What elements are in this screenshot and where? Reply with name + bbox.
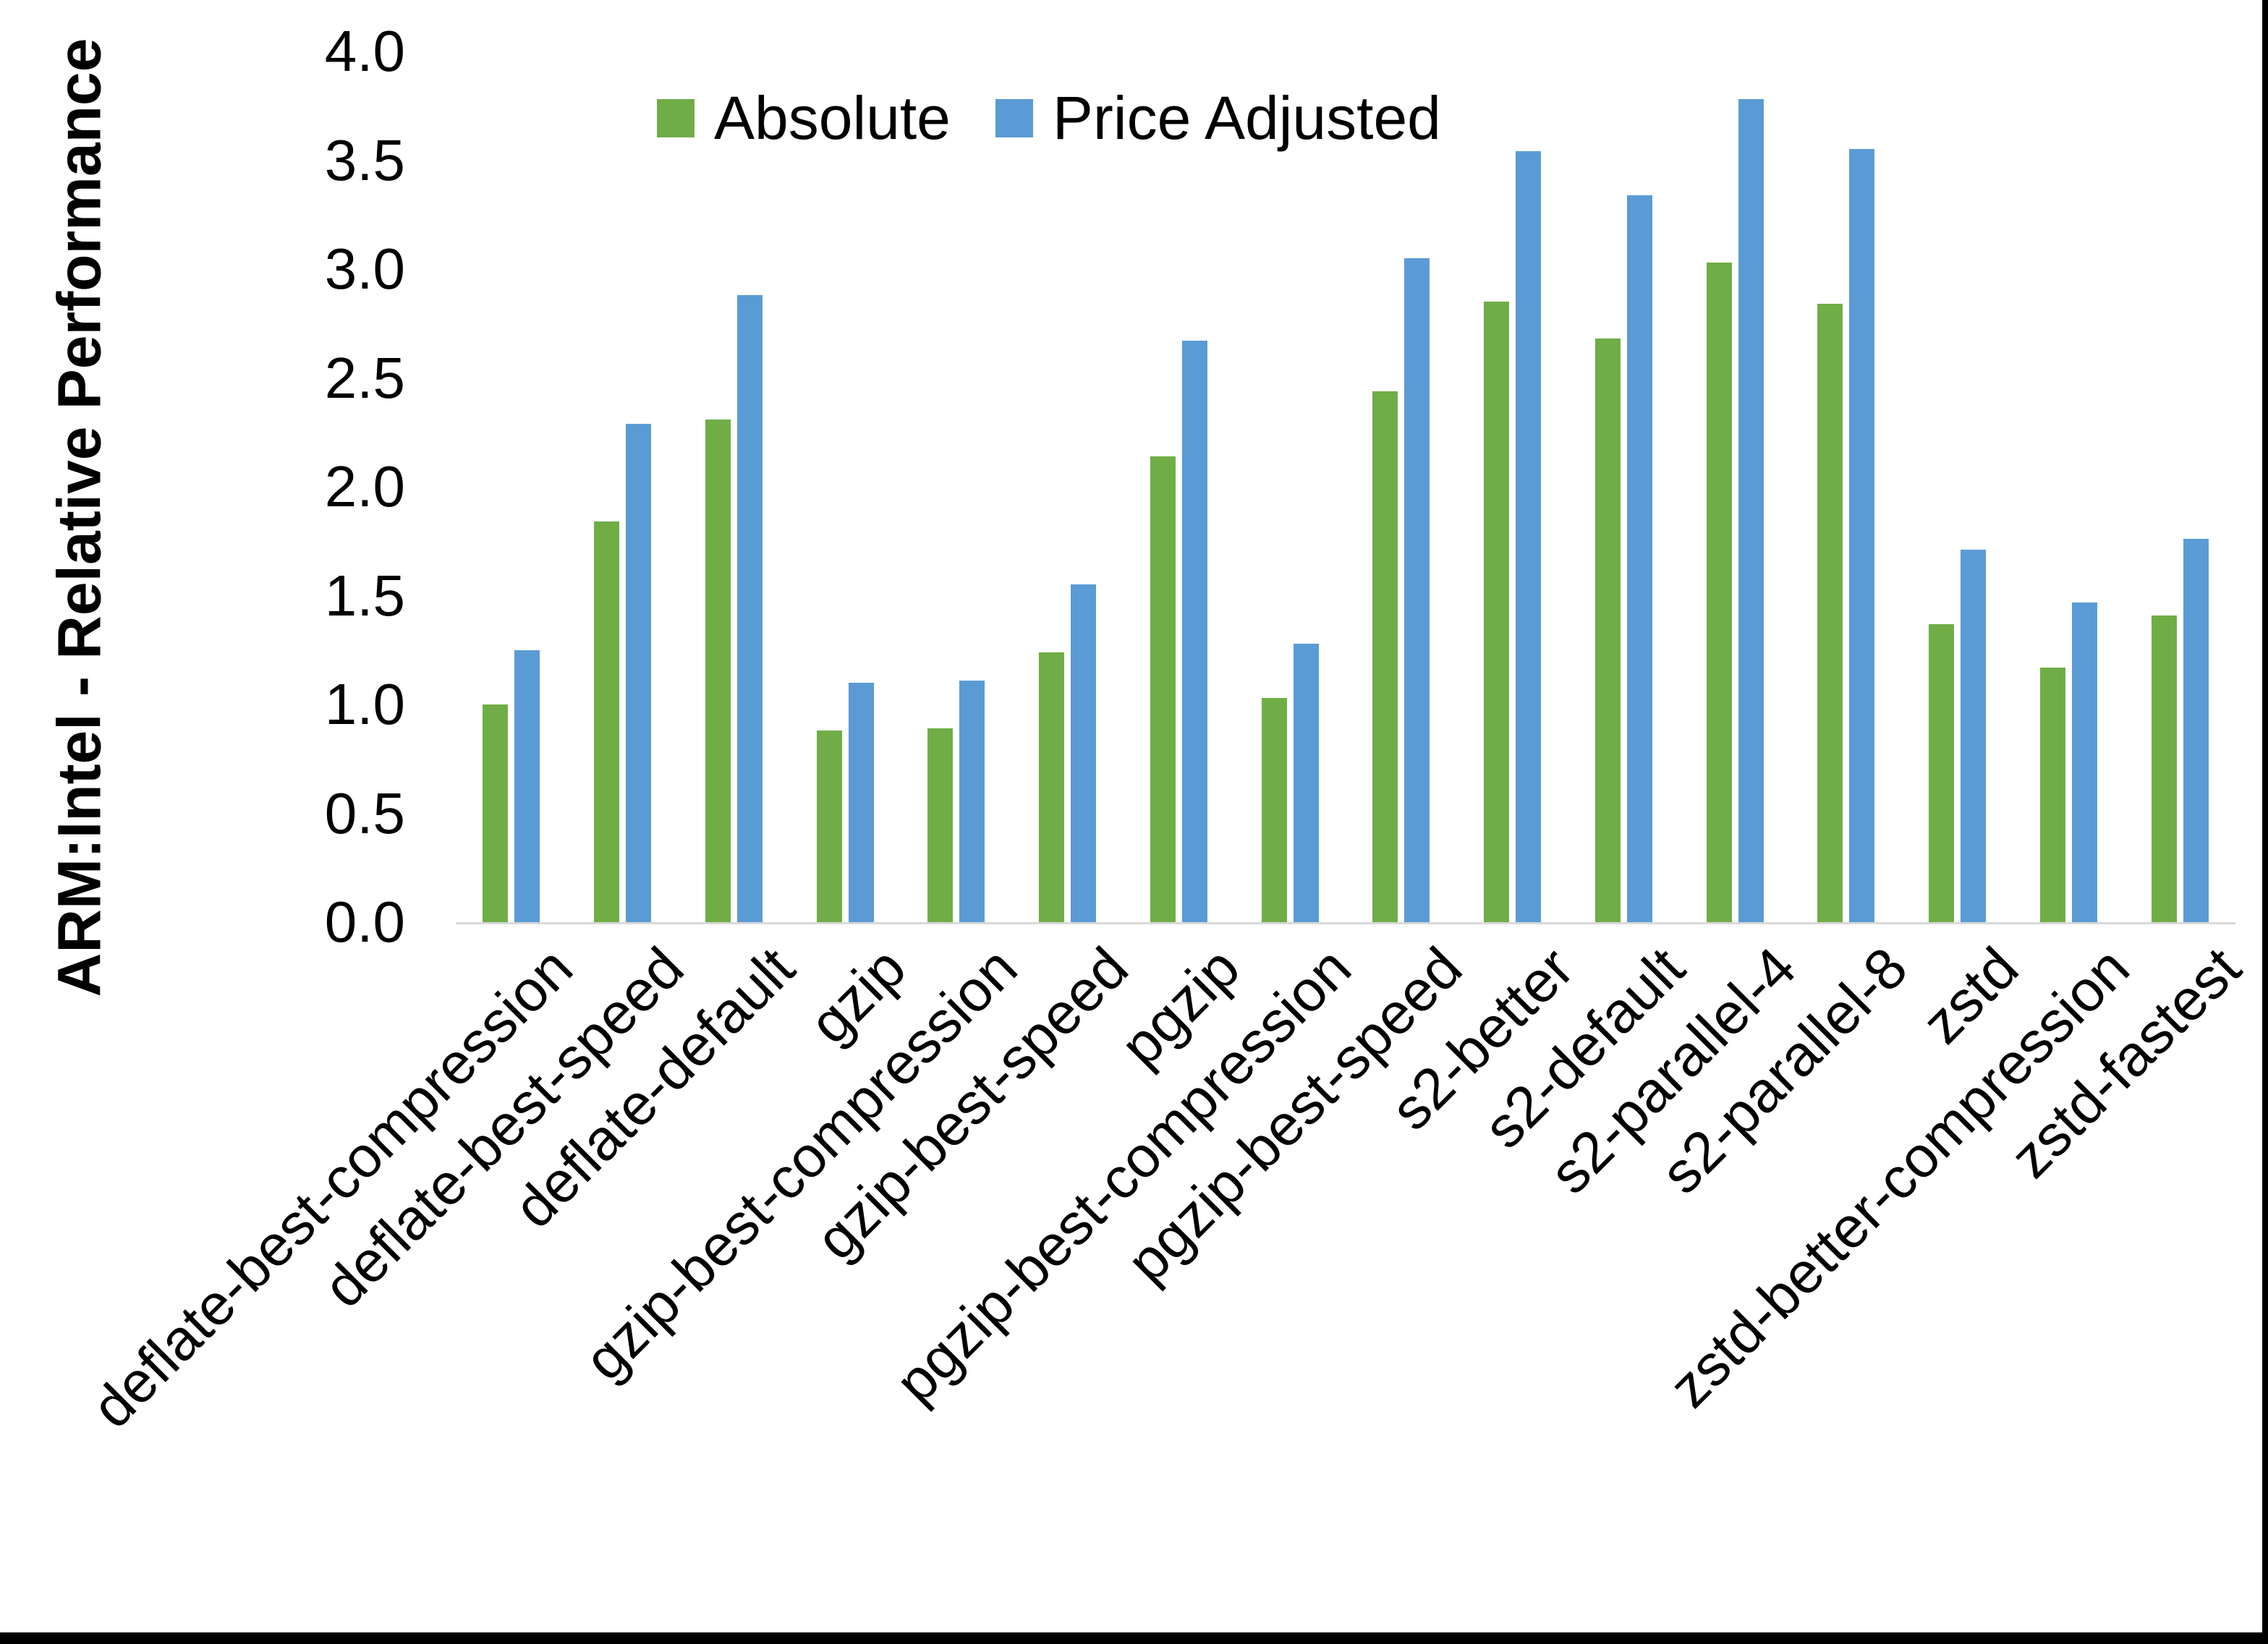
bar-absolute-deflate-best-speed [594, 521, 620, 922]
category-deflate-default [679, 51, 790, 922]
bar-price-adjusted-gzip-best-speed [1071, 584, 1097, 922]
bar-price-adjusted-zstd [1961, 550, 1987, 922]
bar-price-adjusted-deflate-best-speed [626, 423, 652, 922]
bar-absolute-pgzip-best-speed [1372, 391, 1398, 922]
bar-absolute-zstd-better-compression [2039, 667, 2065, 922]
bar-absolute-zstd [1929, 623, 1955, 922]
legend-label: Price Adjusted [1052, 84, 1441, 152]
legend-label: Absolute [714, 84, 951, 152]
legend-item-price-adjusted: Price Adjusted [995, 85, 1441, 150]
category-pgzip-best-compression [1234, 51, 1346, 922]
category-s2-better [1457, 51, 1568, 922]
bar-price-adjusted-zstd-fastest [2183, 539, 2209, 922]
y-axis-title: ARM:Intel - Relative Performance [45, 38, 114, 997]
bar-price-adjusted-s2-better [1516, 151, 1542, 922]
bar-price-adjusted-pgzip [1181, 341, 1207, 922]
category-pgzip-best-speed [1346, 51, 1457, 922]
bar-absolute-gzip-best-compression [927, 728, 954, 922]
bar-absolute-s2-default [1594, 338, 1621, 922]
bar-absolute-zstd-fastest [2151, 615, 2177, 922]
category-zstd [1902, 51, 2013, 922]
bar-absolute-pgzip-best-compression [1261, 697, 1287, 922]
category-gzip-best-compression [901, 51, 1012, 922]
category-gzip [789, 51, 901, 922]
category-deflate-best-speed [567, 51, 679, 922]
y-tick-label: 3.0 [324, 237, 405, 301]
y-tick-label: 0.0 [324, 890, 405, 954]
category-s2-default [1568, 51, 1680, 922]
legend-swatch-icon [657, 98, 695, 137]
bar-absolute-s2-better [1484, 302, 1510, 922]
bar-price-adjusted-s2-default [1626, 195, 1652, 922]
y-tick-label: 3.5 [324, 127, 405, 192]
screenshot-border-bottom [0, 1632, 2268, 1644]
bar-price-adjusted-gzip-best-compression [959, 680, 985, 922]
bar-absolute-gzip-best-speed [1039, 652, 1065, 922]
bar-absolute-s2-parallel-8 [1817, 304, 1843, 922]
bar-absolute-deflate-best-compression [483, 704, 509, 922]
legend-swatch-icon [995, 98, 1033, 137]
category-deflate-best-compression [456, 51, 567, 922]
bar-price-adjusted-deflate-best-compression [514, 649, 540, 922]
y-tick-label: 4.0 [324, 19, 405, 83]
bar-absolute-gzip [816, 731, 842, 922]
legend: Absolute Price Adjusted [657, 85, 1441, 150]
bar-price-adjusted-pgzip-best-speed [1404, 257, 1430, 922]
bar-price-adjusted-gzip [848, 682, 874, 922]
bar-absolute-pgzip [1150, 456, 1176, 922]
bar-price-adjusted-s2-parallel-8 [1849, 149, 1875, 922]
category-s2-parallel-8 [1791, 51, 1902, 922]
y-tick-label: 0.5 [324, 780, 405, 846]
bar-price-adjusted-zstd-better-compression [2071, 602, 2097, 922]
y-tick-label: 2.5 [324, 345, 405, 410]
category-zstd-better-compression [2013, 51, 2125, 922]
bar-price-adjusted-pgzip-best-compression [1293, 643, 1319, 922]
category-s2-parallel-4 [1679, 51, 1791, 922]
category-pgzip [1124, 51, 1235, 922]
legend-item-absolute: Absolute [657, 85, 951, 150]
y-tick-label: 2.0 [324, 454, 405, 519]
category-zstd-fastest [2124, 51, 2235, 922]
y-tick-label: 1.0 [324, 672, 405, 736]
y-axis-title-wrap: ARM:Intel - Relative Performance [22, 0, 137, 1034]
bar-price-adjusted-deflate-default [736, 295, 763, 922]
bar-price-adjusted-s2-parallel-4 [1738, 99, 1764, 922]
screenshot-border-right [2262, 0, 2268, 1644]
bar-absolute-s2-parallel-4 [1706, 262, 1732, 922]
category-gzip-best-speed [1012, 51, 1124, 922]
bar-absolute-deflate-default [705, 419, 731, 922]
plot-area [456, 51, 2235, 924]
y-tick-label: 1.5 [324, 563, 405, 628]
